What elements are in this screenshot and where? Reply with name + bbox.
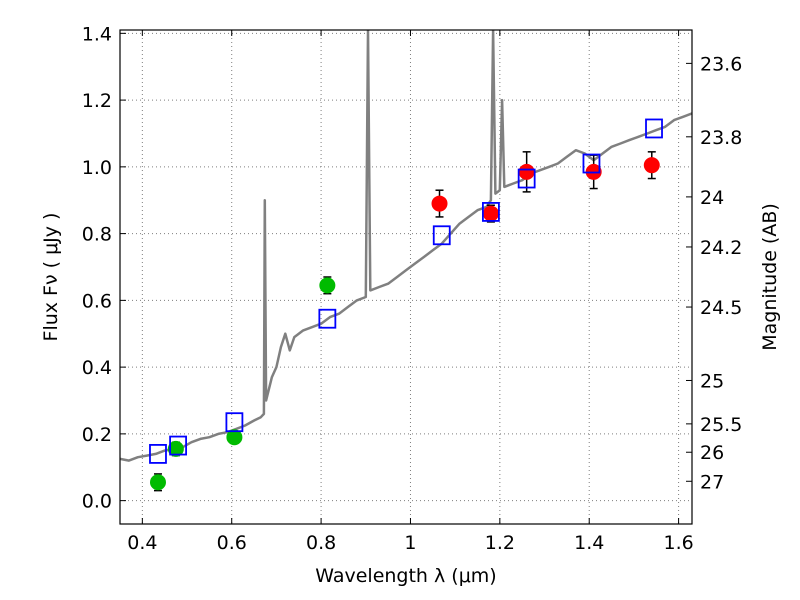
optical-data-point (319, 277, 336, 294)
axis-ticks (120, 30, 692, 524)
y-tick-label: 0.6 (82, 290, 112, 312)
y-tick-label: 1.0 (82, 157, 112, 179)
x-tick-label: 1.4 (574, 532, 604, 554)
grid (120, 30, 692, 524)
model-spectrum-line (120, 30, 692, 462)
right-axis-tick-label: 25 (700, 370, 724, 392)
right-axis-tick-label: 23.8 (700, 127, 742, 149)
optical-data-point (167, 440, 184, 457)
right-axis-label: Magnitude (AB) (759, 203, 781, 351)
right-axis-tick-label: 26 (700, 442, 724, 464)
x-tick-label: 0.6 (217, 532, 247, 554)
y-tick-label: 0.2 (82, 424, 112, 446)
nir-data-point (643, 157, 660, 174)
right-axis-tick-label: 25.5 (700, 414, 742, 436)
x-tick-label: 0.4 (127, 532, 157, 554)
model-photometry-box (169, 435, 187, 456)
x-axis-label: Wavelength λ (μm) (315, 565, 496, 587)
right-axis-tick-label: 24.5 (700, 297, 742, 319)
tick-labels: 0.4 0.6 0.8 1 1.2 1.4 1.6 0.0 0.2 0.4 0.6 0.8 1.0 1.2… (82, 23, 743, 554)
y-tick-label: 0.4 (82, 357, 112, 379)
x-tick-label: 1 (404, 532, 416, 554)
right-axis-tick-label: 27 (700, 471, 724, 493)
y-tick-label: 1.4 (82, 23, 112, 45)
x-tick-label: 0.8 (306, 532, 336, 554)
nir-data-point (431, 195, 448, 212)
nir-data-point (518, 163, 535, 180)
right-axis-tick-label: 24.2 (700, 237, 742, 259)
optical-data-point (226, 429, 243, 446)
optical-data-point (149, 474, 166, 491)
model-photometry-box (645, 118, 663, 139)
model-photometry-box (318, 308, 337, 329)
y-tick-label: 1.2 (82, 90, 112, 112)
model-spectrum (120, 30, 692, 462)
photometry-points (149, 118, 663, 492)
right-axis-tick-label: 23.6 (700, 53, 742, 75)
model-photometry-box (149, 444, 167, 464)
model-photometry-box (225, 412, 244, 433)
x-tick-label: 1.2 (485, 532, 515, 554)
model-photometry-box (517, 168, 536, 189)
right-axis-tick-label: 24 (700, 187, 724, 209)
y-tick-label: 0.0 (82, 491, 112, 513)
model-photometry-box (482, 202, 500, 222)
plot-frame (119, 29, 693, 525)
x-tick-label: 1.6 (663, 532, 693, 554)
y-axis-label: Flux Fν ( μJy ) (40, 213, 62, 342)
y-tick-label: 0.8 (82, 224, 112, 246)
model-photometry-box (432, 225, 451, 246)
model-photometry-box (582, 153, 601, 174)
nir-data-point (482, 205, 499, 222)
